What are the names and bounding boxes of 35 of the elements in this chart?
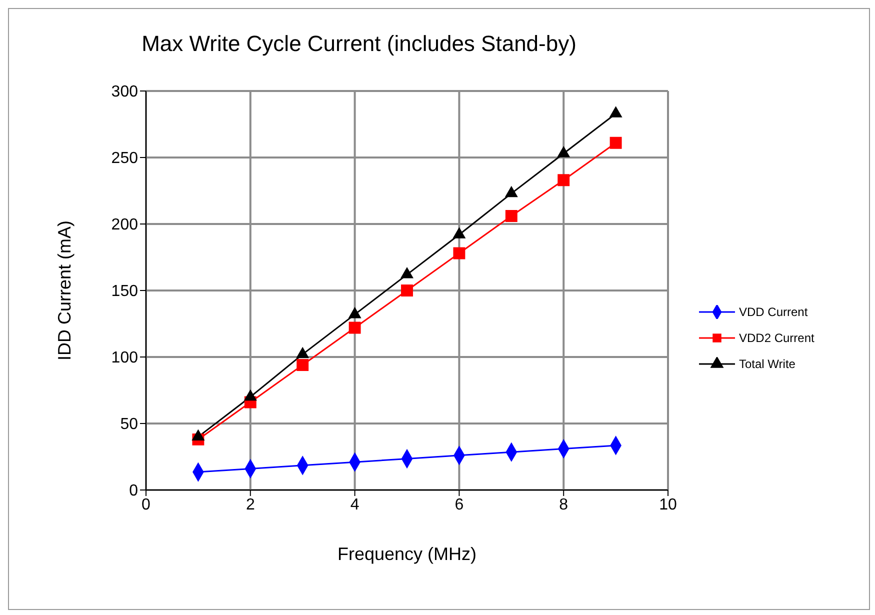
- point: [401, 284, 413, 296]
- point: [557, 146, 570, 158]
- y-axis-title: IDD Current (mA): [54, 220, 74, 360]
- y-tick-label: 300: [111, 84, 138, 101]
- legend-label: Total Write: [739, 356, 796, 373]
- y-tick-label: 100: [111, 350, 138, 367]
- y-tick-label: 150: [111, 283, 138, 300]
- y-tick-label: 200: [111, 216, 138, 234]
- x-tick-label: 8: [559, 496, 568, 514]
- point: [296, 347, 309, 358]
- y-tick-label: 250: [111, 150, 138, 168]
- point: [192, 430, 204, 441]
- y-tick-label: 50: [120, 416, 138, 434]
- point: [453, 228, 466, 238]
- chart-title: Max Write Cycle Current (includes Stand-by): [140, 31, 578, 57]
- y-tick-label: 0: [129, 482, 138, 500]
- point: [505, 186, 518, 198]
- legend-label: VDD2 Current: [739, 330, 814, 347]
- point: [505, 210, 518, 222]
- point: [610, 136, 622, 149]
- point: [400, 268, 414, 278]
- point: [558, 174, 570, 186]
- point: [348, 322, 361, 334]
- point: [348, 307, 361, 318]
- x-tick-label: 0: [142, 496, 151, 514]
- x-tick-label: 4: [350, 496, 360, 514]
- point: [244, 390, 257, 401]
- legend-label: VDD Current: [739, 304, 808, 321]
- x-tick-label: 6: [454, 496, 464, 514]
- x-tick-label: 10: [659, 496, 677, 514]
- point: [296, 359, 309, 371]
- x-axis-title: Frequency (MHz): [337, 544, 477, 564]
- x-tick-label: 2: [246, 496, 255, 514]
- point: [610, 106, 622, 118]
- point: [453, 247, 466, 260]
